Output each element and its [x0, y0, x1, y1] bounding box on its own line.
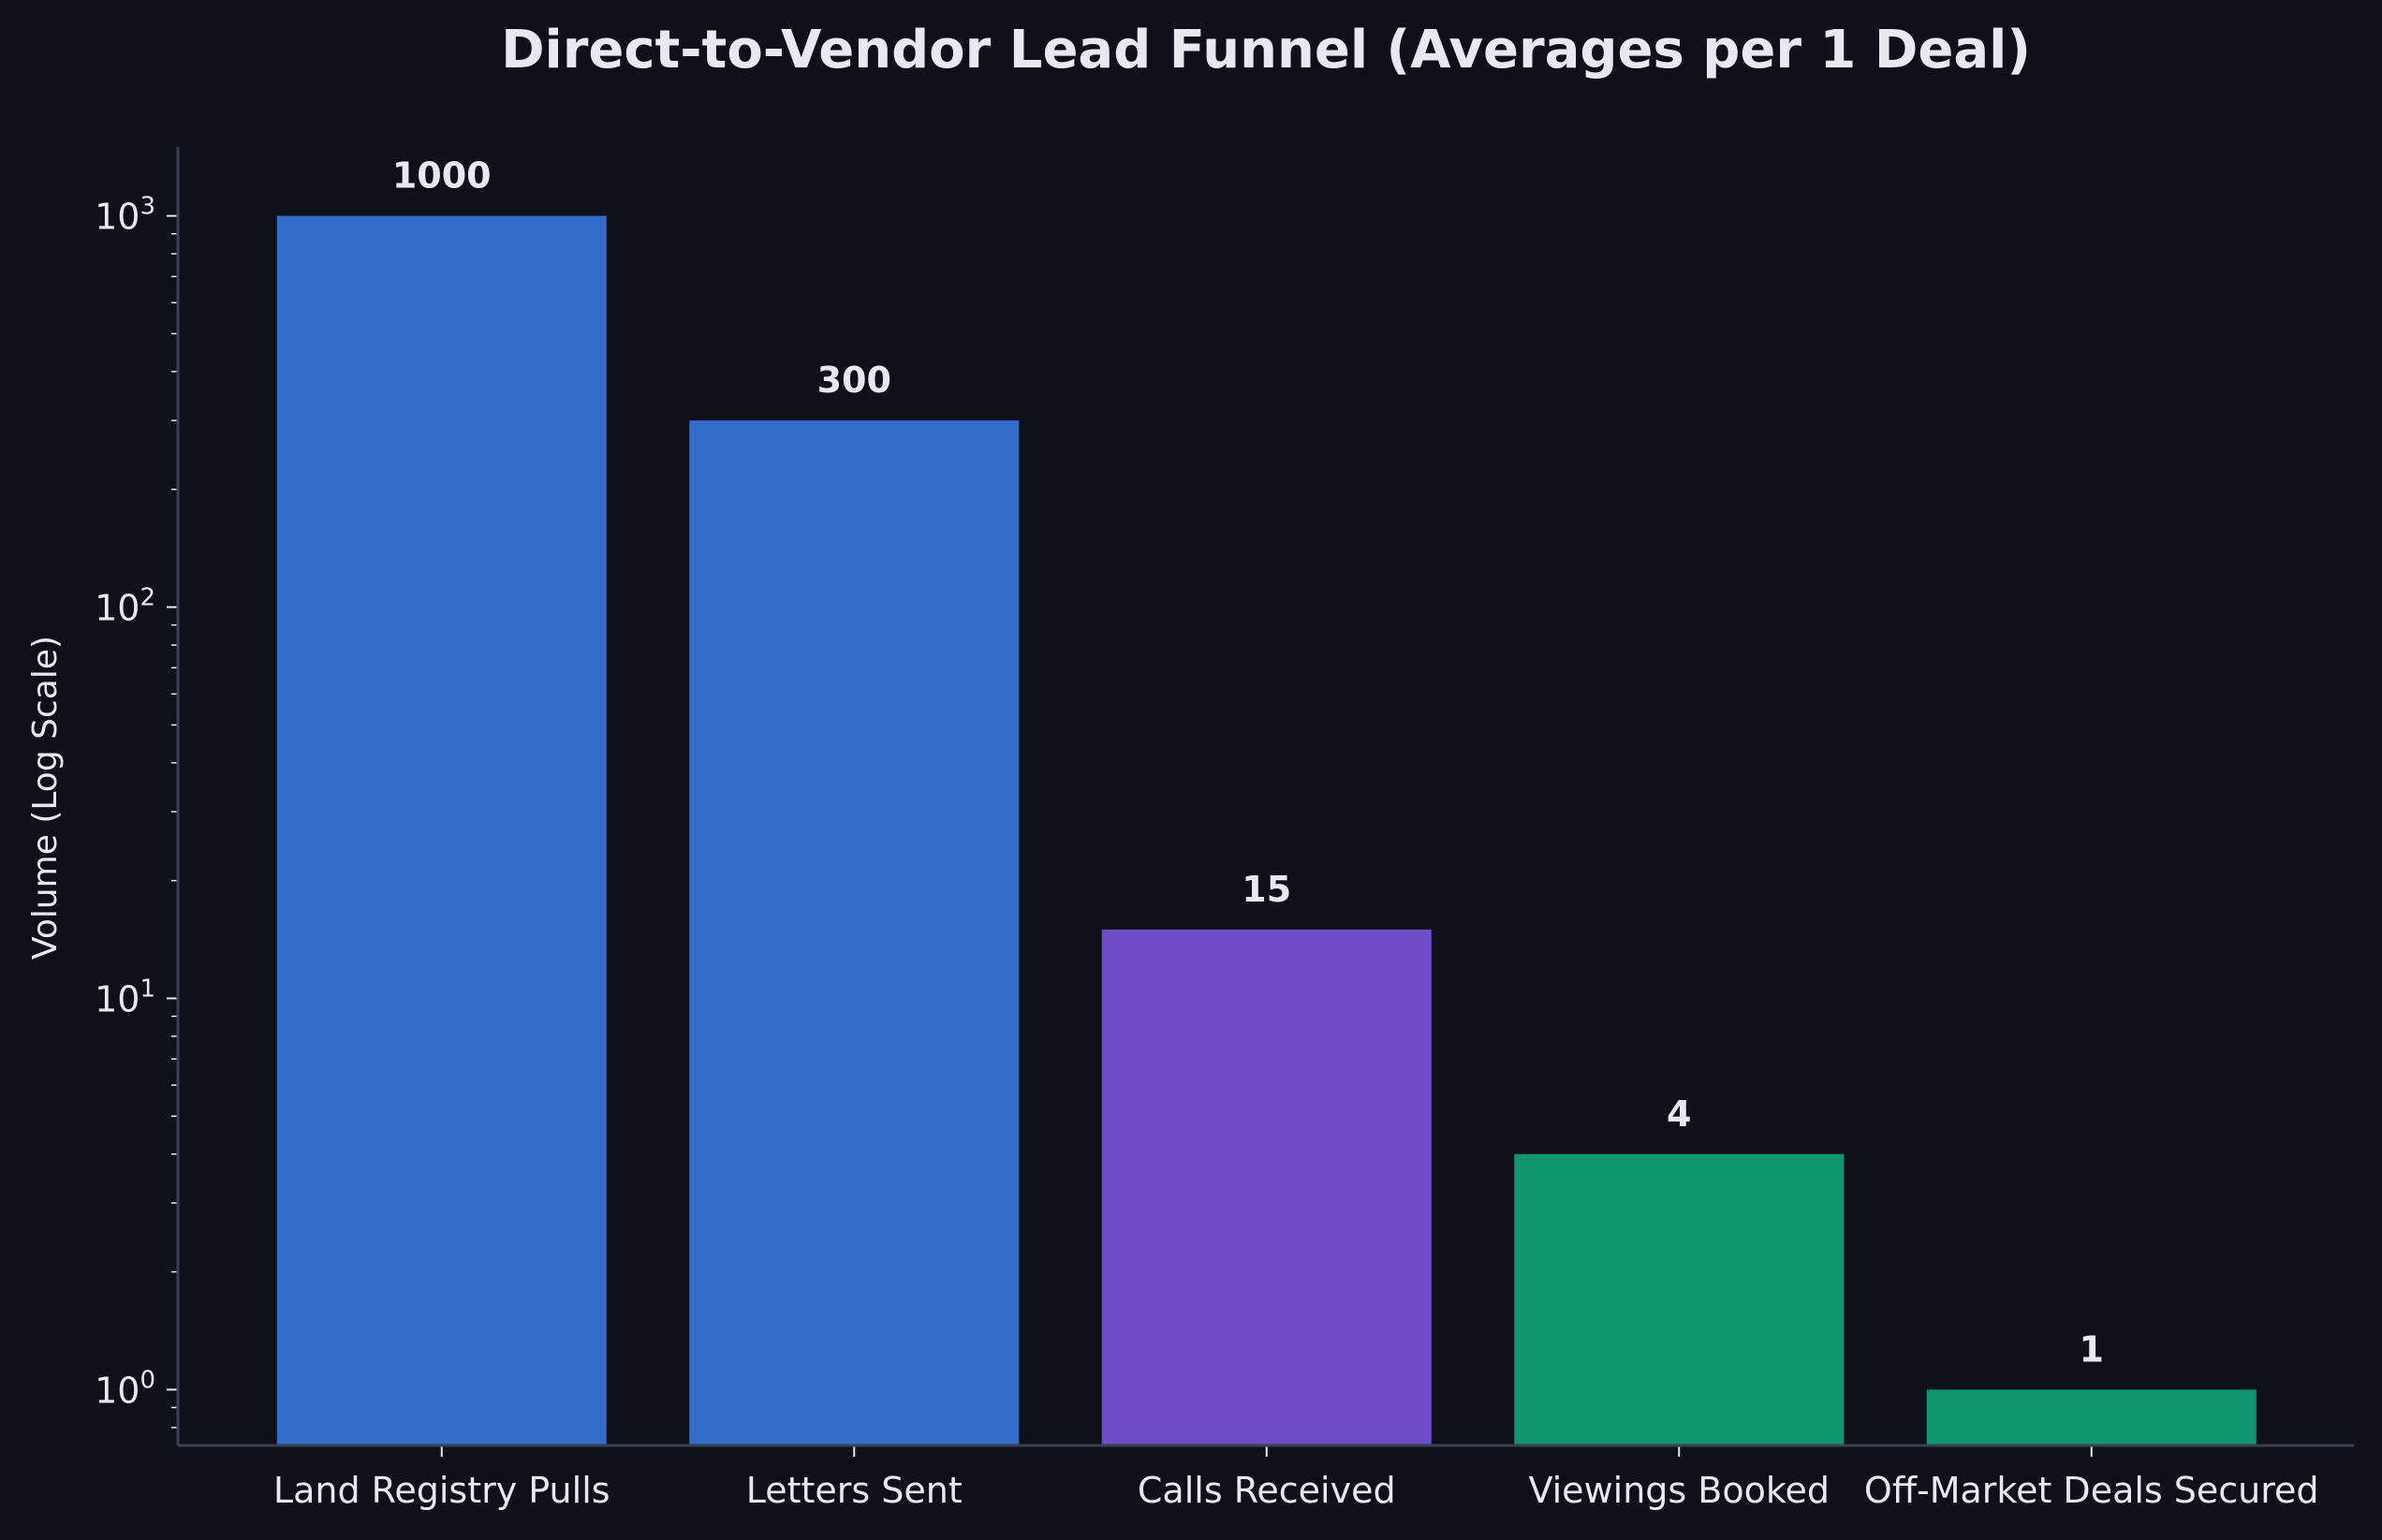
- bar-2: [1101, 929, 1432, 1445]
- y-major-ticks: 100 101 102 103: [95, 193, 178, 1411]
- bar-0: [276, 215, 607, 1445]
- x-ticks-group: Land Registry Pulls Letters Sent Calls Rec…: [273, 1445, 2319, 1511]
- bar-4: [1926, 1389, 2257, 1445]
- data-label-4: 1: [2080, 1328, 2104, 1370]
- x-tick-label-0: Land Registry Pulls: [273, 1470, 610, 1511]
- data-label-3: 4: [1667, 1093, 1691, 1135]
- x-tick-label-3: Viewings Booked: [1528, 1470, 1830, 1511]
- data-labels-group: 1000 300 15 4 1: [392, 155, 2104, 1371]
- y-tick-label-1: 101: [95, 975, 155, 1019]
- data-label-0: 1000: [392, 155, 492, 197]
- bars-group: [276, 215, 2257, 1446]
- x-tick-label-1: Letters Sent: [746, 1470, 963, 1511]
- y-axis-label: Volume (Log Scale): [26, 636, 65, 960]
- y-tick-label-0: 100: [95, 1366, 155, 1411]
- chart-title: Direct-to-Vendor Lead Funnel (Averages p…: [501, 20, 2031, 81]
- bar-3: [1514, 1153, 1845, 1445]
- x-tick-label-4: Off-Market Deals Secured: [1864, 1470, 2319, 1511]
- y-tick-label-2: 102: [95, 584, 155, 629]
- y-tick-label-3: 103: [95, 193, 155, 238]
- data-label-2: 15: [1242, 869, 1291, 910]
- bar-1: [689, 420, 1020, 1446]
- data-label-1: 300: [817, 359, 891, 401]
- x-tick-label-2: Calls Received: [1138, 1470, 1396, 1511]
